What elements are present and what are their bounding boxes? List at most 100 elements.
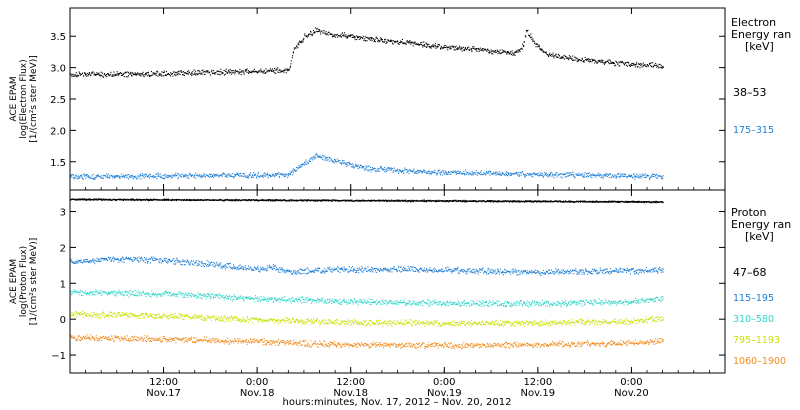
data-point bbox=[377, 170, 379, 172]
data-point bbox=[508, 52, 510, 54]
data-point bbox=[616, 175, 618, 177]
data-point bbox=[246, 71, 248, 73]
data-point bbox=[511, 54, 513, 56]
data-point bbox=[548, 201, 550, 203]
data-point bbox=[412, 170, 414, 172]
data-point bbox=[349, 270, 351, 272]
data-point bbox=[99, 198, 101, 200]
data-point bbox=[362, 37, 364, 39]
data-point bbox=[517, 49, 519, 51]
data-point bbox=[146, 176, 148, 178]
data-point bbox=[347, 35, 349, 37]
data-point bbox=[491, 201, 493, 203]
data-point bbox=[577, 173, 579, 175]
data-point bbox=[77, 75, 79, 77]
data-point bbox=[366, 169, 368, 171]
data-point bbox=[299, 165, 301, 167]
data-point bbox=[363, 36, 365, 38]
data-point bbox=[558, 55, 560, 57]
data-point bbox=[511, 200, 513, 202]
data-point bbox=[585, 201, 587, 203]
data-point bbox=[618, 61, 620, 63]
data-point bbox=[632, 201, 634, 203]
data-point bbox=[195, 172, 197, 174]
data-point bbox=[235, 69, 237, 71]
data-point bbox=[384, 268, 386, 270]
data-point bbox=[619, 201, 621, 203]
data-point bbox=[588, 61, 590, 63]
data-point bbox=[610, 201, 612, 203]
data-point bbox=[597, 174, 599, 176]
data-point bbox=[163, 174, 165, 176]
data-point bbox=[377, 269, 379, 271]
data-point bbox=[614, 176, 616, 178]
data-point bbox=[110, 73, 112, 75]
data-point bbox=[540, 271, 542, 273]
data-point bbox=[421, 269, 423, 271]
data-point bbox=[251, 71, 253, 73]
data-point bbox=[410, 170, 412, 172]
data-point bbox=[121, 72, 123, 74]
data-point bbox=[427, 199, 429, 201]
data-point bbox=[444, 46, 446, 48]
data-point bbox=[179, 261, 181, 263]
data-point bbox=[660, 177, 662, 179]
data-point bbox=[71, 262, 73, 264]
data-point bbox=[552, 175, 554, 177]
data-point bbox=[274, 176, 276, 178]
data-point bbox=[374, 200, 376, 202]
data-point bbox=[112, 177, 114, 179]
data-point bbox=[317, 28, 319, 30]
data-point bbox=[329, 269, 331, 271]
data-point bbox=[636, 201, 638, 203]
data-point bbox=[123, 261, 125, 263]
data-point bbox=[318, 30, 320, 32]
data-point bbox=[356, 199, 358, 201]
data-point bbox=[106, 176, 108, 178]
data-point bbox=[538, 46, 540, 48]
data-point bbox=[392, 199, 394, 201]
data-point bbox=[140, 72, 142, 74]
data-point bbox=[119, 176, 121, 178]
data-point bbox=[556, 57, 558, 59]
data-point bbox=[187, 199, 189, 201]
data-point bbox=[444, 170, 446, 172]
data-point bbox=[129, 176, 131, 178]
data-point bbox=[335, 34, 337, 36]
data-point bbox=[579, 201, 581, 203]
data-point bbox=[589, 59, 591, 61]
data-point bbox=[438, 269, 440, 271]
data-point bbox=[184, 174, 186, 176]
data-point bbox=[631, 201, 633, 203]
data-point bbox=[315, 200, 317, 202]
data-point bbox=[650, 62, 652, 64]
data-point bbox=[445, 45, 447, 47]
data-point bbox=[148, 175, 150, 177]
data-point bbox=[490, 200, 492, 202]
data-point bbox=[525, 36, 527, 38]
data-point bbox=[199, 261, 201, 263]
data-point bbox=[325, 270, 327, 272]
data-point bbox=[523, 41, 525, 43]
data-point bbox=[324, 32, 326, 34]
data-point bbox=[204, 73, 206, 75]
data-point bbox=[168, 198, 170, 200]
data-point bbox=[233, 176, 235, 178]
data-point bbox=[142, 176, 144, 178]
data-point bbox=[308, 199, 310, 201]
data-point bbox=[446, 269, 448, 271]
data-point bbox=[332, 199, 334, 201]
data-point bbox=[598, 201, 600, 203]
legend-title-line: [keV] bbox=[745, 40, 774, 53]
data-point bbox=[248, 199, 250, 201]
data-point bbox=[427, 43, 429, 45]
data-point bbox=[325, 199, 327, 201]
data-point bbox=[278, 200, 280, 202]
data-point bbox=[184, 264, 186, 266]
data-point bbox=[422, 199, 424, 201]
data-point bbox=[97, 199, 99, 201]
data-point bbox=[245, 177, 247, 179]
data-point bbox=[73, 178, 75, 180]
data-point bbox=[424, 169, 426, 171]
data-point bbox=[479, 49, 481, 51]
